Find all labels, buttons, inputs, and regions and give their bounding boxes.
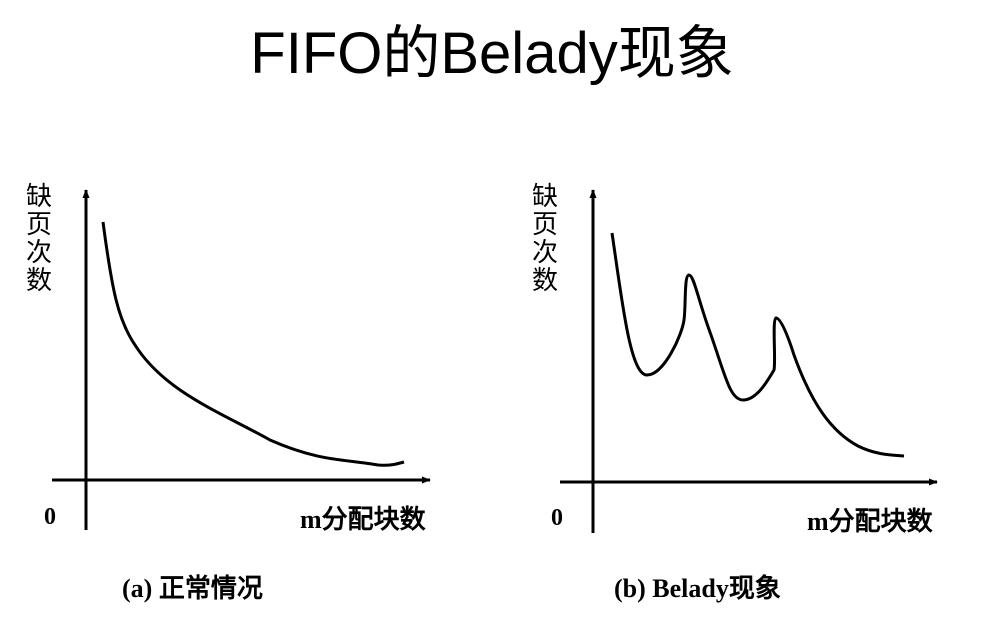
panel-b-curve [610, 232, 905, 458]
panel-b-origin-label: 0 [551, 505, 563, 531]
panel-a-y-char-3: 次 [26, 238, 52, 268]
panel-a-y-char-1: 缺 [26, 182, 52, 212]
panel-belady: 缺 页 次 数 0 m分配块数 (b) Belady现象 [532, 182, 938, 603]
panel-b-x-axis-label: m分配块数 [807, 507, 934, 536]
panel-a-curve [101, 221, 405, 467]
panel-b-caption: (b) Belady现象 [614, 573, 781, 603]
panel-a-y-axis-label: 缺 页 次 数 [26, 182, 60, 296]
panel-b-y-char-4: 数 [532, 266, 558, 296]
panel-b-y-char-1: 缺 [532, 182, 558, 212]
panel-a-x-axis-label: m分配块数 [300, 505, 427, 534]
panel-normal: 缺 页 次 数 0 m分配块数 (a) 正常情况 [26, 182, 431, 603]
panel-a-y-char-4: 数 [26, 266, 52, 296]
panel-b-y-char-2: 页 [532, 210, 558, 240]
panel-a-caption: (a) 正常情况 [122, 574, 263, 603]
panel-a-origin-label: 0 [44, 504, 56, 530]
panel-a-y-char-2: 页 [26, 210, 52, 240]
panel-b-y-axis-label: 缺 页 次 数 [532, 182, 566, 296]
panel-b-y-char-3: 次 [532, 238, 558, 268]
page-title: FIFO的Belady现象 [250, 21, 734, 86]
